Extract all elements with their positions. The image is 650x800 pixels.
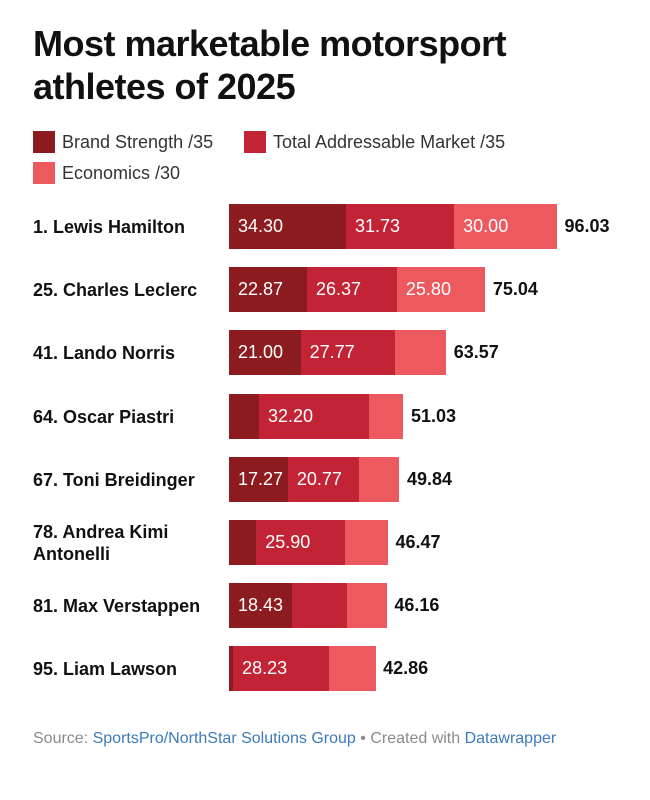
data-label-brand-strength-35-67-toni-breidinger: 17.27 xyxy=(238,469,284,489)
legend-swatch-brand-strength xyxy=(33,131,55,153)
data-label-brand-strength-35-25-charles-leclerc: 22.87 xyxy=(238,279,284,299)
data-label-brand-strength-35-41-lando-norris: 21.00 xyxy=(238,342,284,362)
data-label-total-addressable-market-35-78-andrea-kimi-antonelli: 25.90 xyxy=(265,532,311,552)
data-label-brand-strength-35-81-max-verstappen: 18.43 xyxy=(238,595,284,615)
bar-segment-brand-strength-35-64-oscar-piastri[interactable] xyxy=(229,394,260,439)
total-label-1-lewis-hamilton: 96.03 xyxy=(564,216,610,236)
category-label-81-max-verstappen: 81. Max Verstappen xyxy=(33,596,201,616)
source-note: Source: SportsPro/NorthStar Solutions Gr… xyxy=(33,727,593,750)
bar-segment-total-addressable-market-35-78-andrea-kimi-antonelli[interactable] xyxy=(256,520,346,565)
data-label-total-addressable-market-35-1-lewis-hamilton: 31.73 xyxy=(354,216,400,236)
legend-swatch-total-addressable-market xyxy=(244,131,266,153)
total-label-78-andrea-kimi-antonelli: 46.47 xyxy=(395,532,441,552)
category-label-67-toni-breidinger: 67. Toni Breidinger xyxy=(33,470,195,490)
source-prefix: Source: xyxy=(33,730,93,747)
bar-segment-brand-strength-35-25-charles-leclerc[interactable] xyxy=(229,267,308,312)
category-label-41-lando-norris: 41. Lando Norris xyxy=(33,343,176,363)
bar-segment-economics-30-81-max-verstappen[interactable] xyxy=(347,583,387,628)
total-label-25-charles-leclerc: 75.04 xyxy=(492,279,538,299)
bar-segment-brand-strength-35-41-lando-norris[interactable] xyxy=(229,330,302,375)
legend-item-total-addressable-market: Total Addressable Market /35 xyxy=(244,131,505,153)
bar-segment-brand-strength-35-78-andrea-kimi-antonelli[interactable] xyxy=(229,520,257,565)
legend-item-brand-strength: Brand Strength /35 xyxy=(33,131,213,153)
bar-segment-total-addressable-market-35-1-lewis-hamilton[interactable] xyxy=(345,204,455,249)
bar-segment-brand-strength-35-67-toni-breidinger[interactable] xyxy=(229,457,289,502)
total-label-41-lando-norris: 63.57 xyxy=(453,342,499,362)
source-middle: • Created with xyxy=(355,730,465,747)
legend-label-brand-strength: Brand Strength /35 xyxy=(62,131,214,152)
category-label-1-lewis-hamilton: 1. Lewis Hamilton xyxy=(33,217,186,237)
total-label-81-max-verstappen: 46.16 xyxy=(394,595,440,615)
bar-segment-economics-30-1-lewis-hamilton[interactable] xyxy=(454,204,557,249)
total-label-95-liam-lawson: 42.86 xyxy=(383,658,429,678)
legend-label-total-addressable-market: Total Addressable Market /35 xyxy=(273,131,506,152)
chart-title: Most marketable motorsport athletes of 2… xyxy=(33,23,507,107)
total-label-64-oscar-piastri: 51.03 xyxy=(411,406,457,426)
bar-segment-total-addressable-market-35-41-lando-norris[interactable] xyxy=(300,330,396,375)
datawrapper-link[interactable]: Datawrapper xyxy=(464,730,557,747)
legend-label-economics: Economics /30 xyxy=(62,162,181,183)
category-label-64-oscar-piastri: 64. Oscar Piastri xyxy=(33,407,175,427)
data-label-economics-30-1-lewis-hamilton: 30.00 xyxy=(463,216,509,236)
data-label-total-addressable-market-35-67-toni-breidinger: 20.77 xyxy=(296,469,342,489)
bar-segment-economics-30-25-charles-leclerc[interactable] xyxy=(396,267,486,312)
bar-segment-total-addressable-market-35-67-toni-breidinger[interactable] xyxy=(287,457,360,502)
data-label-total-addressable-market-35-64-oscar-piastri: 32.20 xyxy=(268,406,314,426)
bar-segment-economics-30-67-toni-breidinger[interactable] xyxy=(358,457,400,502)
category-label-25-charles-leclerc: 25. Charles Leclerc xyxy=(33,280,198,300)
source-link[interactable]: SportsPro/NorthStar Solutions Group xyxy=(92,730,356,747)
data-label-brand-strength-35-1-lewis-hamilton: 34.30 xyxy=(238,216,284,236)
legend-swatch-economics xyxy=(33,162,55,184)
bar-segment-economics-30-78-andrea-kimi-antonelli[interactable] xyxy=(344,520,388,565)
bar-segment-total-addressable-market-35-25-charles-leclerc[interactable] xyxy=(306,267,398,312)
data-label-total-addressable-market-35-41-lando-norris: 27.77 xyxy=(309,342,355,362)
total-label-67-toni-breidinger: 49.84 xyxy=(406,469,452,489)
bar-segment-economics-30-95-liam-lawson[interactable] xyxy=(329,646,376,691)
bar-segment-brand-strength-35-1-lewis-hamilton[interactable] xyxy=(229,204,347,249)
bar-segment-total-addressable-market-35-95-liam-lawson[interactable] xyxy=(233,646,330,691)
bar-segment-brand-strength-35-81-max-verstappen[interactable] xyxy=(229,583,293,628)
category-label-95-liam-lawson: 95. Liam Lawson xyxy=(33,659,178,679)
bar-segment-total-addressable-market-35-64-oscar-piastri[interactable] xyxy=(259,394,370,439)
data-label-total-addressable-market-35-95-liam-lawson: 28.23 xyxy=(242,658,288,678)
bar-segment-economics-30-41-lando-norris[interactable] xyxy=(395,330,447,375)
legend-item-economics: Economics /30 xyxy=(33,162,180,184)
bar-segment-economics-30-64-oscar-piastri[interactable] xyxy=(368,394,404,439)
bar-segment-total-addressable-market-35-81-max-verstappen[interactable] xyxy=(291,583,348,628)
bar-segment-brand-strength-35-95-liam-lawson[interactable] xyxy=(229,646,234,691)
data-label-economics-30-25-charles-leclerc: 25.80 xyxy=(405,279,451,299)
category-label-78-andrea-kimi-antonelli: 78. Andrea Kimi Antonelli xyxy=(33,522,169,564)
data-label-total-addressable-market-35-25-charles-leclerc: 26.37 xyxy=(315,279,362,299)
